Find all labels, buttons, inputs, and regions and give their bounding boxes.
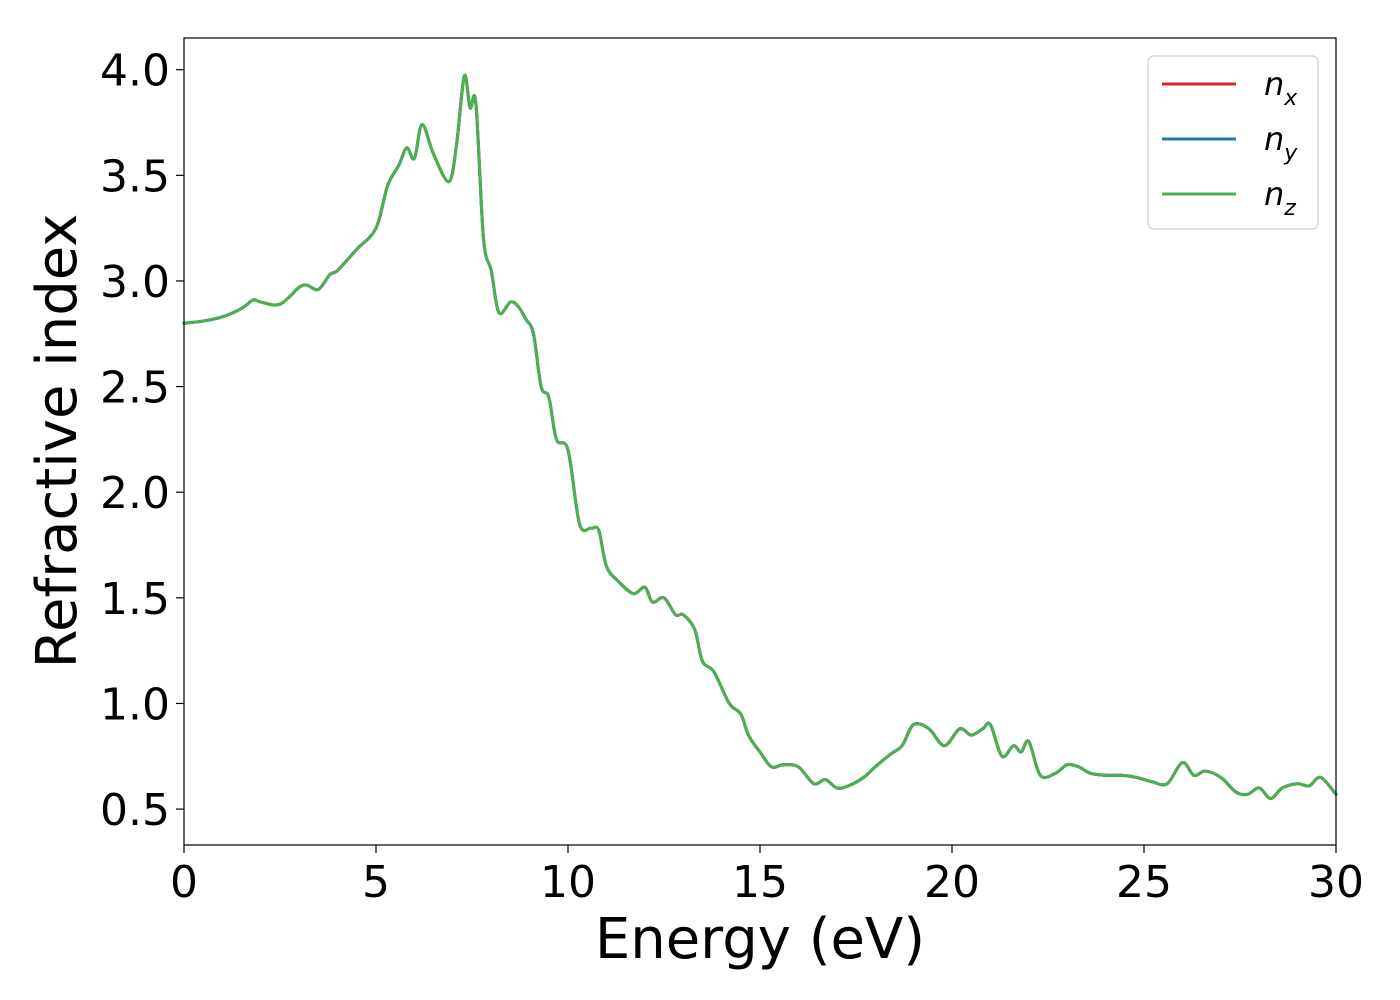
series-line-n-z bbox=[182, 73, 1338, 801]
legend-label-nx: nx bbox=[1264, 65, 1298, 111]
series-layer bbox=[182, 73, 1338, 801]
y-tick-label: 3.5 bbox=[100, 151, 170, 202]
x-tick-label: 15 bbox=[732, 857, 788, 908]
y-tick-label: 0.5 bbox=[100, 785, 170, 836]
y-tick-label: 4.0 bbox=[100, 46, 170, 97]
y-tick-label: 2.5 bbox=[100, 363, 170, 414]
x-tick-label: 30 bbox=[1308, 857, 1364, 908]
y-tick-label: 1.0 bbox=[100, 679, 170, 730]
plot-background bbox=[184, 38, 1336, 845]
x-axis-title: Energy (eV) bbox=[595, 907, 925, 972]
x-tick-label: 0 bbox=[170, 857, 198, 908]
x-tick-label: 25 bbox=[1116, 857, 1172, 908]
x-axis-ticks: 0 5 10 15 20 25 30 bbox=[170, 845, 1364, 908]
y-axis-ticks: 0.5 1.0 1.5 2.0 2.5 3.0 3.5 4.0 bbox=[100, 46, 184, 836]
x-tick-label: 5 bbox=[362, 857, 390, 908]
legend-label-nz: nz bbox=[1264, 175, 1296, 221]
legend-label-ny: ny bbox=[1264, 120, 1298, 166]
y-tick-label: 3.0 bbox=[100, 257, 170, 308]
legend-box bbox=[1147, 55, 1319, 230]
y-axis-title: Refractive index bbox=[25, 214, 90, 669]
x-tick-label: 20 bbox=[924, 857, 980, 908]
legend: nx ny nz bbox=[1147, 55, 1319, 230]
x-tick-label: 10 bbox=[540, 857, 596, 908]
y-tick-label: 1.5 bbox=[100, 574, 170, 625]
y-tick-label: 2.0 bbox=[100, 468, 170, 519]
